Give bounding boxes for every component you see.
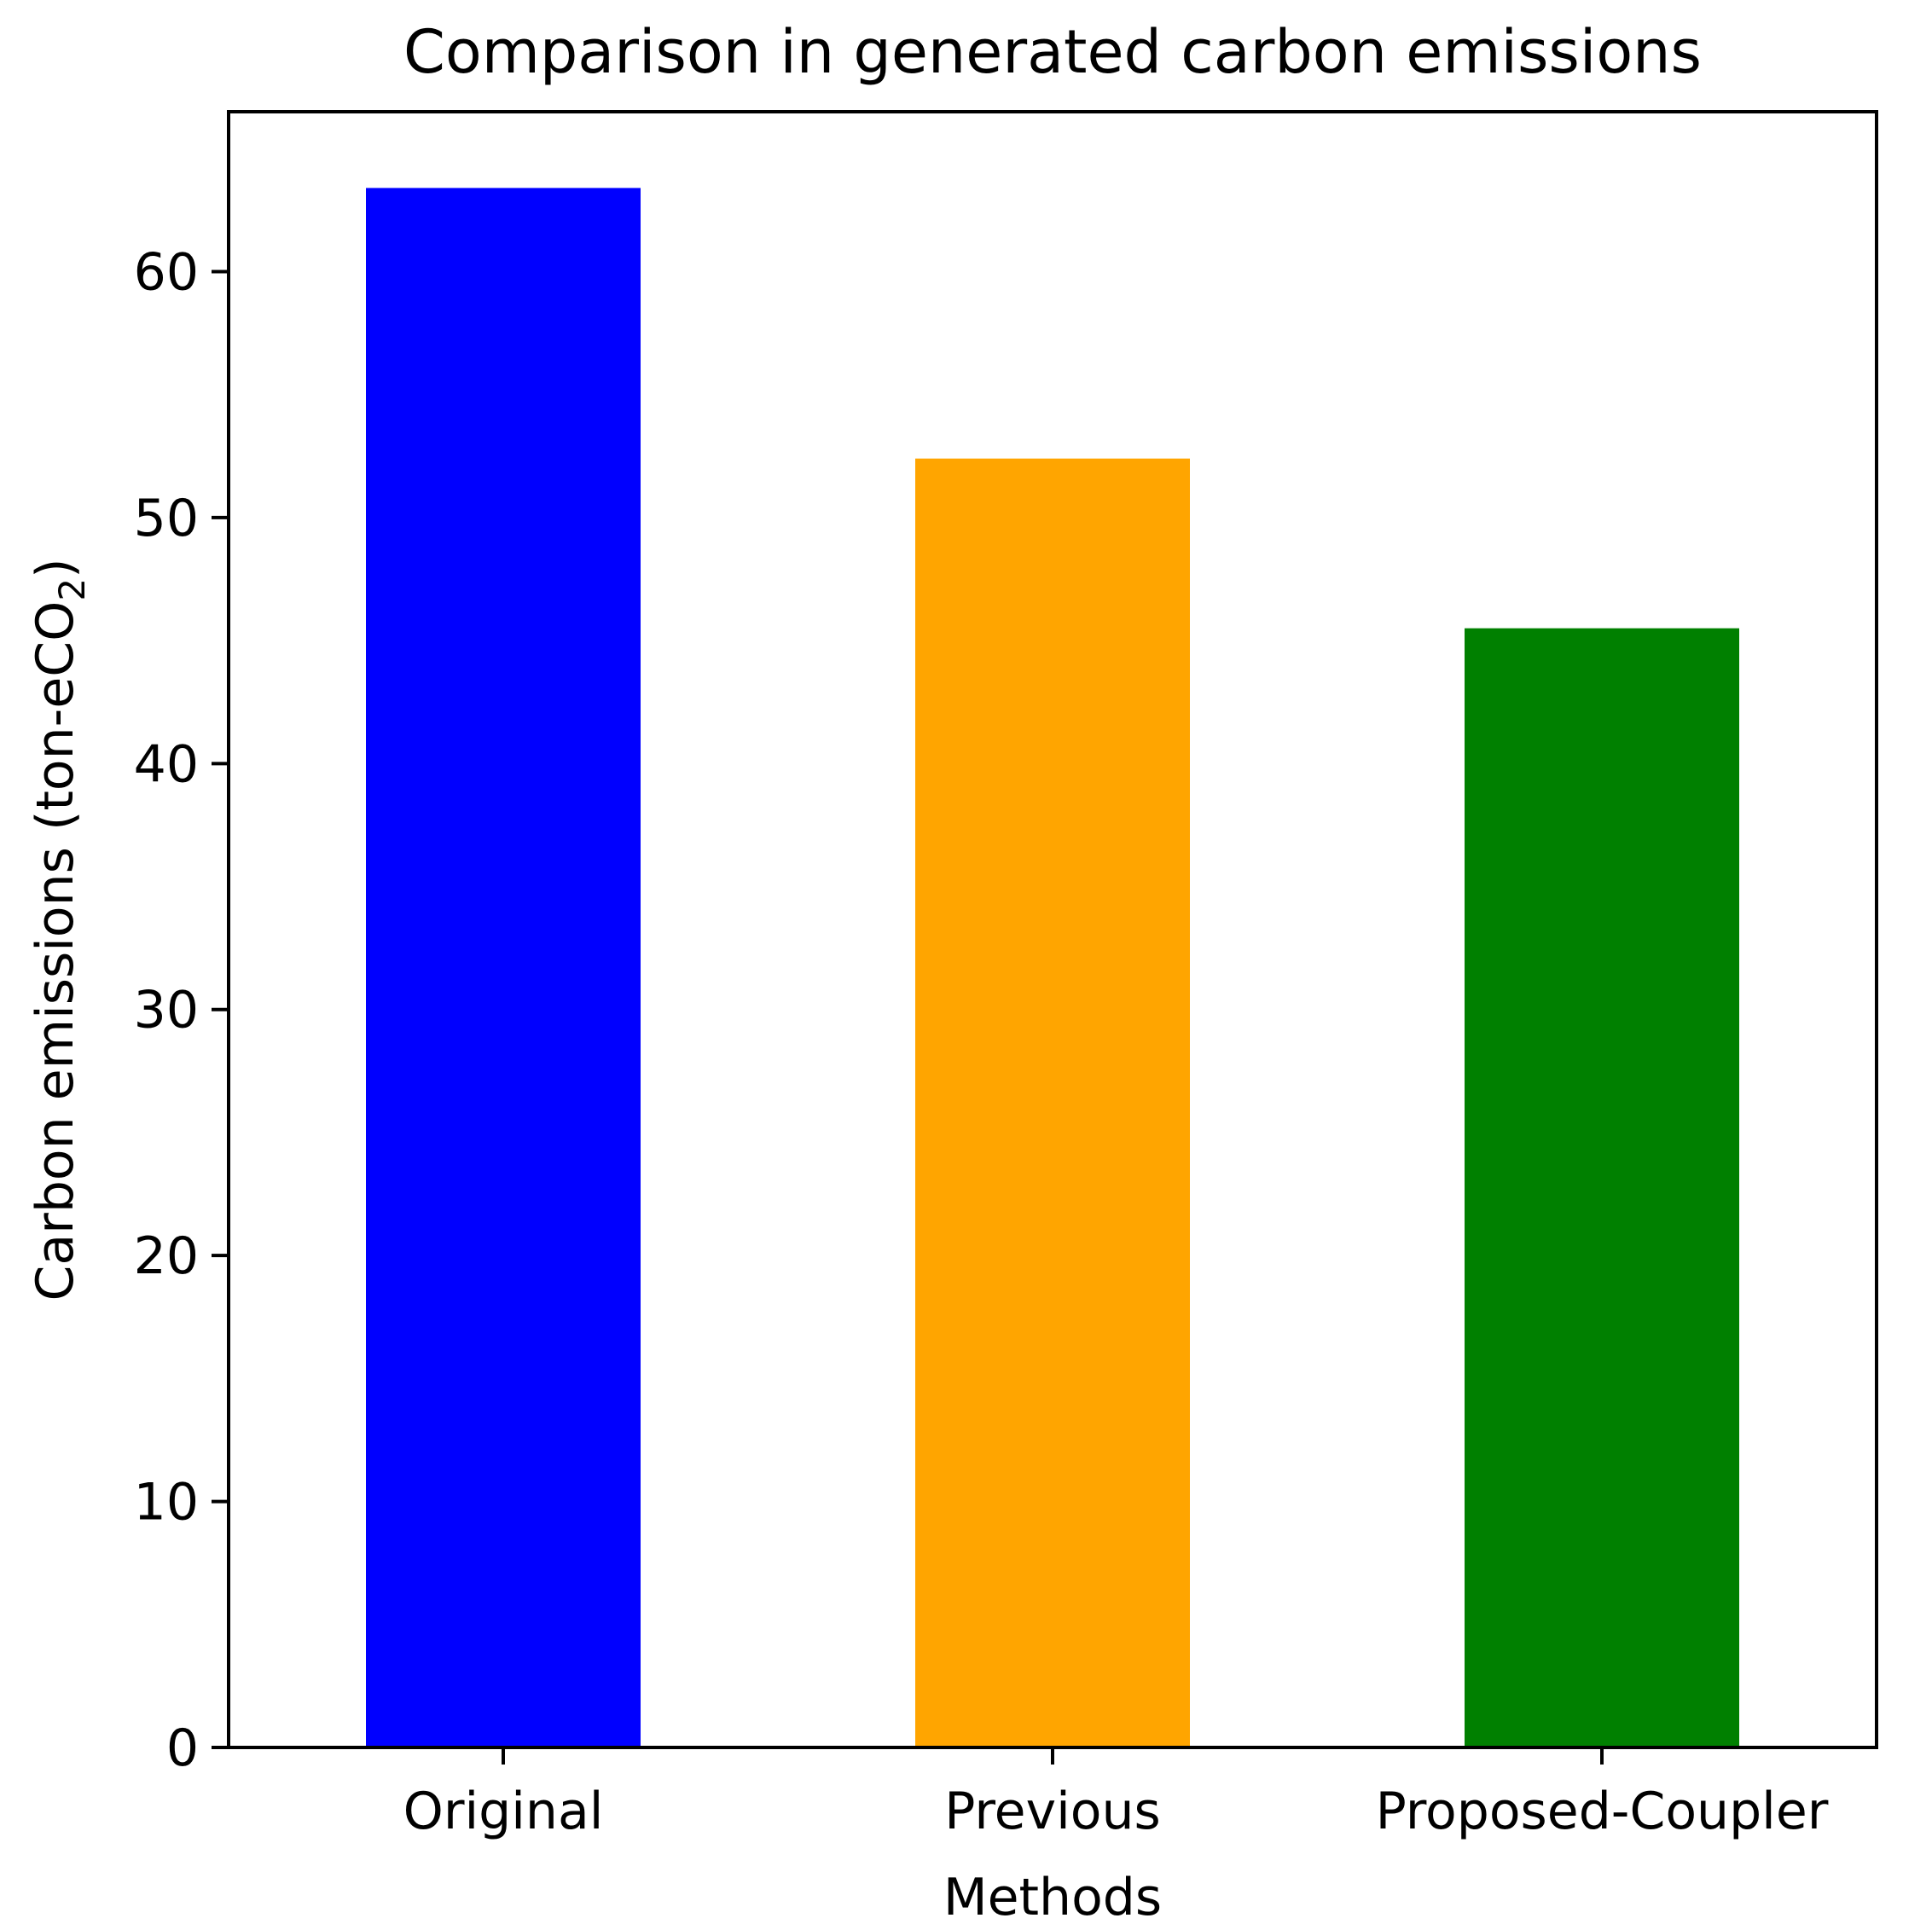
y-axis-label: Carbon emissions (ton-eCO2) — [26, 558, 93, 1301]
y-tick-label: 50 — [134, 489, 199, 548]
x-axis-label: Methods — [943, 1868, 1162, 1924]
y-tick-label: 40 — [134, 734, 199, 794]
y-tick-label: 0 — [166, 1718, 199, 1778]
x-axis: Original Previous Proposed-Coupler — [403, 1747, 1829, 1841]
x-tick-label: Proposed-Coupler — [1376, 1782, 1829, 1841]
y-tick-label: 30 — [134, 981, 199, 1040]
x-tick-label: Previous — [944, 1782, 1161, 1841]
y-tick-label: 20 — [134, 1226, 199, 1286]
y-tick-label: 60 — [134, 242, 199, 302]
bar-proposed-coupler — [1465, 628, 1739, 1747]
y-axis-label-suffix: ) — [26, 558, 85, 577]
x-tick-label: Original — [403, 1782, 604, 1841]
bar-previous — [915, 458, 1190, 1747]
y-axis: 0 10 20 30 40 50 60 — [134, 242, 229, 1778]
y-axis-label-text: Carbon emissions (ton-eCO — [26, 601, 85, 1301]
y-tick-label: 10 — [134, 1473, 199, 1533]
y-axis-label-subscript: 2 — [51, 578, 93, 601]
bars-layer — [366, 188, 1739, 1747]
bar-original — [366, 188, 641, 1747]
chart-title: Comparison in generated carbon emissions — [403, 17, 1702, 87]
